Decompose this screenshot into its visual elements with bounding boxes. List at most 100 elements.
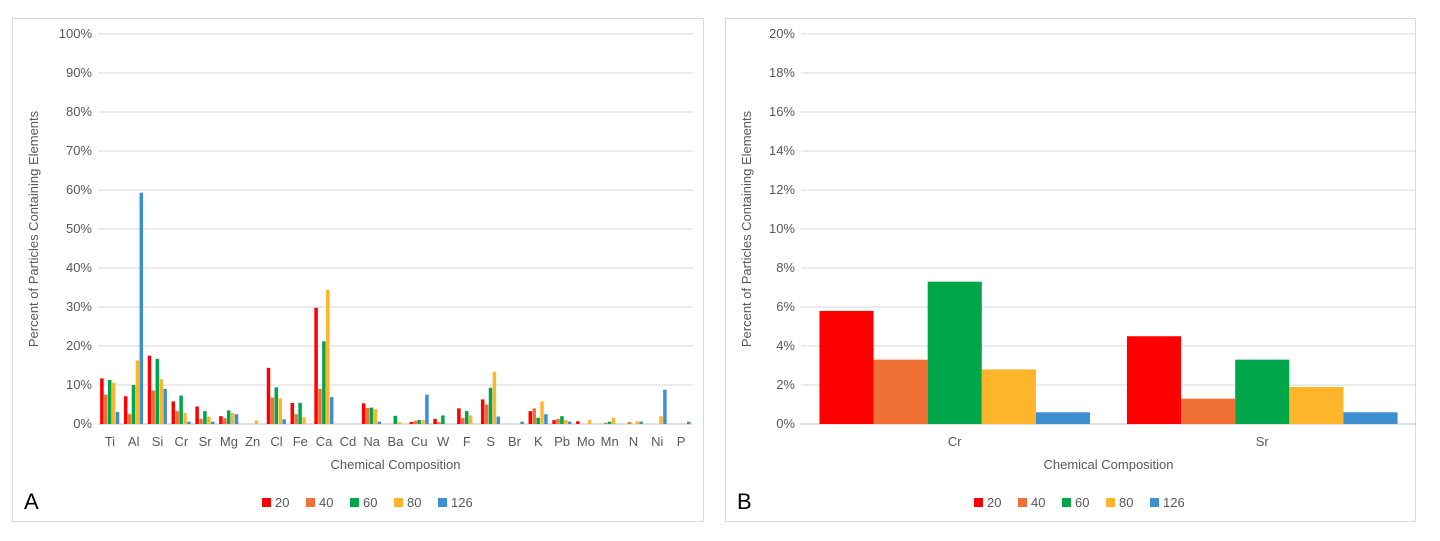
bar-60-Mn: [607, 421, 612, 424]
x-tick-label: Mg: [220, 434, 238, 449]
bar-126-Na: [377, 421, 382, 424]
legend-label-20: 20: [987, 495, 1001, 510]
bar-60-Cl: [274, 387, 279, 424]
x-tick-label: S: [486, 434, 495, 449]
bar-60-Na: [369, 407, 374, 424]
bar-20-Pb: [552, 420, 556, 424]
y-tick-label: 8%: [776, 260, 795, 275]
legend-swatch-40: [306, 498, 315, 507]
bar-40-Mg: [223, 418, 227, 424]
bar-40-Pb: [556, 418, 560, 424]
chart-a-svg: 0% 10% 20% 30% 40% 50% 60% 70% 80% 90% 100% Ti Al Si C…: [24, 26, 693, 514]
x-axis-label: Chemical Composition: [330, 457, 460, 472]
x-tick-label: W: [437, 434, 450, 449]
bar-80-Ca: [326, 289, 330, 424]
x-tick-label: Zn: [245, 434, 260, 449]
legend-label-126: 126: [451, 495, 473, 510]
x-tick-label: Mn: [601, 434, 619, 449]
y-tick-label: 2%: [776, 377, 795, 392]
y-tick-label: 40%: [66, 260, 92, 275]
x-tick-label: Ba: [388, 434, 405, 449]
bar-80-S: [492, 371, 497, 424]
legend-swatch-126: [438, 498, 447, 507]
y-tick-label: 12%: [769, 182, 795, 197]
x-tick-label: Fe: [293, 434, 308, 449]
panel-label: B: [737, 489, 752, 514]
bar-20-F: [457, 408, 461, 424]
bar-40-Fe: [294, 414, 298, 424]
x-tick-label: Sr: [199, 434, 213, 449]
bar-20-Cr: [819, 310, 874, 424]
legend-swatch-40: [1018, 498, 1027, 507]
legend-swatch-126: [1150, 498, 1159, 507]
y-tick-label: 50%: [66, 221, 92, 236]
y-axis-label: Percent of Particles Containing Elements: [26, 110, 41, 347]
bar-80-Al: [135, 360, 140, 424]
legend-label-40: 40: [1031, 495, 1045, 510]
bar-40-Cu: [413, 420, 417, 424]
y-tick-label: 90%: [66, 65, 92, 80]
bar-60-Ca: [322, 341, 326, 424]
bar-20-Al: [123, 396, 128, 424]
bar-60-F: [464, 411, 469, 424]
bar-40-N: [627, 422, 632, 424]
x-tick-label: P: [677, 434, 686, 449]
bar-40-S: [484, 404, 489, 424]
bar-20-Sr: [195, 406, 199, 424]
x-tick-label: Cu: [411, 434, 428, 449]
bar-20-Sr: [1126, 336, 1182, 424]
x-tick-label: Ni: [651, 434, 663, 449]
bar-80-Cr: [183, 413, 187, 424]
bar-40-K: [532, 408, 536, 424]
bar-60-Sr: [1235, 359, 1290, 424]
y-tick-label: 80%: [66, 104, 92, 119]
bar-80-Ti: [111, 382, 116, 424]
bar-80-Mg: [230, 413, 235, 424]
bar-20-Cr: [171, 401, 176, 424]
bar-126-Cr: [1035, 412, 1091, 424]
bar-80-Na: [373, 409, 378, 424]
bar-60-W: [441, 415, 445, 424]
legend-label-60: 60: [363, 495, 377, 510]
bar-20-Na: [361, 403, 366, 424]
legend-swatch-60: [1062, 498, 1071, 507]
bar-126-S: [496, 416, 501, 424]
legend-label-40: 40: [319, 495, 333, 510]
x-tick-label: Pb: [554, 434, 570, 449]
bar-20-Ca: [314, 307, 318, 424]
x-tick-label: Cr: [948, 434, 962, 449]
bar-20-Si: [147, 355, 152, 424]
y-tick-label: 10%: [66, 377, 92, 392]
bar-126-Sr: [1343, 412, 1398, 424]
legend-swatch-60: [350, 498, 359, 507]
bar-80-Cr: [981, 369, 1036, 424]
y-tick-label: 30%: [66, 299, 92, 314]
bar-80-F: [468, 415, 473, 424]
legend-label-60: 60: [1075, 495, 1089, 510]
bar-126-Cl: [282, 419, 286, 424]
x-tick-label: Si: [152, 434, 164, 449]
legend-swatch-80: [394, 498, 403, 507]
bar-126-Mg: [234, 414, 239, 424]
bar-40-Na: [365, 408, 370, 424]
bar-20-Fe: [290, 402, 295, 424]
legend-label-20: 20: [275, 495, 289, 510]
legend-swatch-80: [1106, 498, 1115, 507]
bar-126-Cu: [425, 394, 429, 424]
bar-60-Mg: [226, 410, 231, 424]
x-tick-label: N: [629, 434, 638, 449]
bar-20-K: [528, 411, 533, 424]
bar-40-W: [437, 422, 441, 424]
bar-80-Cu: [421, 420, 425, 424]
x-tick-label: Ca: [316, 434, 333, 449]
legend-label-126: 126: [1163, 495, 1185, 510]
bar-80-K: [540, 401, 544, 424]
bar-40-Sr: [199, 418, 203, 424]
y-tick-label: 20%: [66, 338, 92, 353]
bar-40-Cr: [873, 359, 928, 424]
bar-60-S: [488, 387, 493, 424]
y-tick-label: 18%: [769, 65, 795, 80]
bar-60-Ti: [107, 379, 112, 424]
x-axis-label: Chemical Composition: [1043, 457, 1173, 472]
bar-20-Ti: [100, 378, 104, 424]
